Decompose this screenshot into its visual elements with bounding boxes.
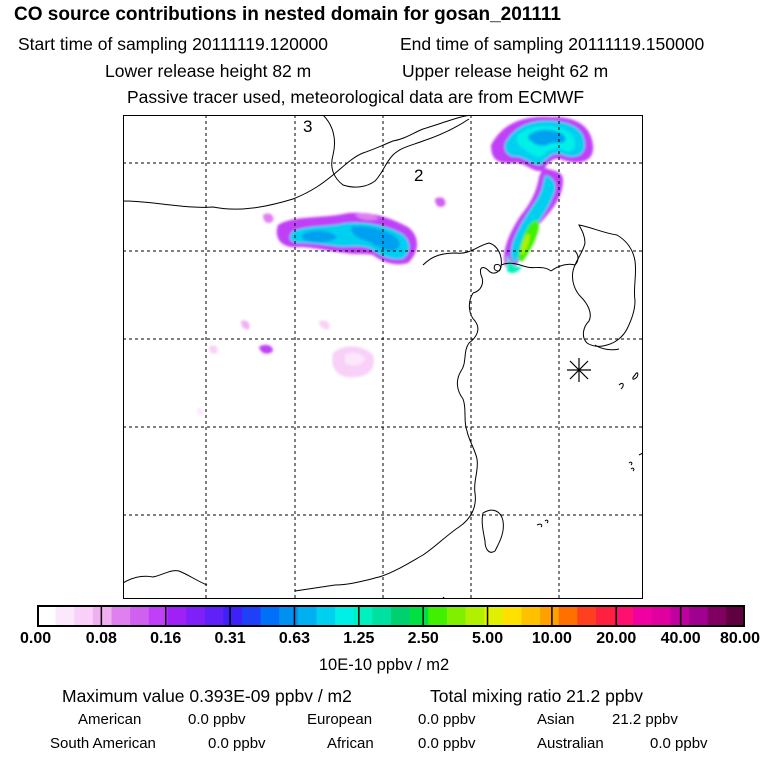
colorbar-tick-label: 20.00 [596, 630, 637, 647]
colorbar-tick-label: 5.00 [471, 630, 504, 647]
colorbar-cell [167, 605, 187, 627]
colorbar-strip [36, 605, 746, 627]
european-label: European [307, 711, 373, 728]
colorbar-cell [55, 605, 75, 627]
colorbar-cell [484, 605, 504, 627]
colorbar-cell [707, 605, 727, 627]
colorbar-cell [409, 605, 429, 627]
colorbar-cell [558, 605, 578, 627]
colorbar-cell [335, 605, 355, 627]
region-number-2: 2 [414, 166, 424, 185]
concentration-plume [197, 116, 594, 416]
asian-label: Asian [537, 711, 575, 728]
colorbar-cell [465, 605, 485, 627]
colorbar-cell [577, 605, 597, 627]
african-value: 0.0 ppbv [418, 735, 476, 752]
colorbar-cell [521, 605, 541, 627]
map-canvas [123, 115, 643, 599]
colorbar-tick-label: 0.63 [278, 630, 311, 647]
colorbar-tick-label: 0.16 [150, 630, 182, 647]
colorbar-tick-label: 0.08 [85, 630, 117, 647]
start-time-label: Start time of sampling 20111119.120000 [18, 34, 329, 54]
colorbar-cell [726, 605, 746, 627]
colorbar-cell [689, 605, 709, 627]
colorbar-cell [186, 605, 206, 627]
south-american-label: South American [50, 735, 156, 752]
colorbar-cell [260, 605, 280, 627]
tracer-note: Passive tracer used, meteorological data… [127, 87, 585, 107]
total-mixing-ratio: Total mixing ratio 21.2 ppbv [430, 686, 644, 706]
colorbar-cell [204, 605, 224, 627]
region-number-3: 3 [303, 117, 313, 136]
colorbar-cell [540, 605, 560, 627]
american-value: 0.0 ppbv [188, 711, 246, 728]
colorbar-cell [92, 605, 113, 627]
colorbar-tick-label: 1.25 [343, 630, 375, 647]
end-time-label: End time of sampling 20111119.150000 [400, 34, 705, 54]
colorbar-cell [353, 605, 373, 627]
maximum-value: Maximum value 0.393E-09 ppbv / m2 [62, 686, 352, 706]
map-panel: 3 2 [123, 115, 643, 599]
australian-value: 0.0 ppbv [650, 735, 708, 752]
colorbar-cell [297, 605, 317, 627]
colorbar-unit: 10E-10 ppbv / m2 [318, 656, 450, 674]
colorbar-cell [37, 605, 57, 627]
colorbar-tick-label: 80.00 [719, 630, 760, 647]
colorbar [36, 605, 746, 627]
colorbar-cell [111, 605, 131, 627]
colorbar-cell [502, 605, 522, 627]
european-value: 0.0 ppbv [418, 711, 476, 728]
colorbar-cell [595, 605, 616, 627]
colorbar-tick-label: 2.50 [407, 630, 439, 647]
map-frame [123, 115, 643, 599]
lower-release-label: Lower release height 82 m [105, 61, 312, 81]
south-american-value: 0.0 ppbv [208, 735, 266, 752]
colorbar-cell [241, 605, 262, 627]
australian-label: Australian [537, 735, 604, 752]
african-label: African [327, 735, 374, 752]
colorbar-tick-label: 0.00 [20, 630, 52, 647]
colorbar-cell [372, 605, 392, 627]
colorbar-tick-label: 10.00 [531, 630, 572, 647]
colorbar-frame [37, 605, 745, 627]
colorbar-cell [633, 605, 653, 627]
colorbar-tick-label: 0.31 [214, 630, 246, 647]
colorbar-cell [316, 605, 336, 627]
asian-value: 21.2 ppbv [612, 711, 678, 728]
american-label: American [78, 711, 142, 728]
colorbar-cell [148, 605, 168, 627]
colorbar-tick-label: 40.00 [660, 630, 701, 647]
colorbar-cell [651, 605, 671, 627]
colorbar-cell [614, 605, 634, 627]
colorbar-cell [428, 605, 448, 627]
grid-lines [123, 115, 643, 599]
map-title: CO source contributions in nested domain… [14, 4, 561, 25]
colorbar-cell [446, 605, 467, 627]
coastline [123, 115, 643, 599]
colorbar-cell [223, 605, 243, 627]
asterisk-icon [567, 358, 591, 382]
colorbar-cell [130, 605, 150, 627]
colorbar-cell [74, 605, 94, 627]
colorbar-cell [391, 605, 411, 627]
upper-release-label: Upper release height 62 m [402, 61, 609, 81]
colorbar-cell [279, 605, 299, 627]
